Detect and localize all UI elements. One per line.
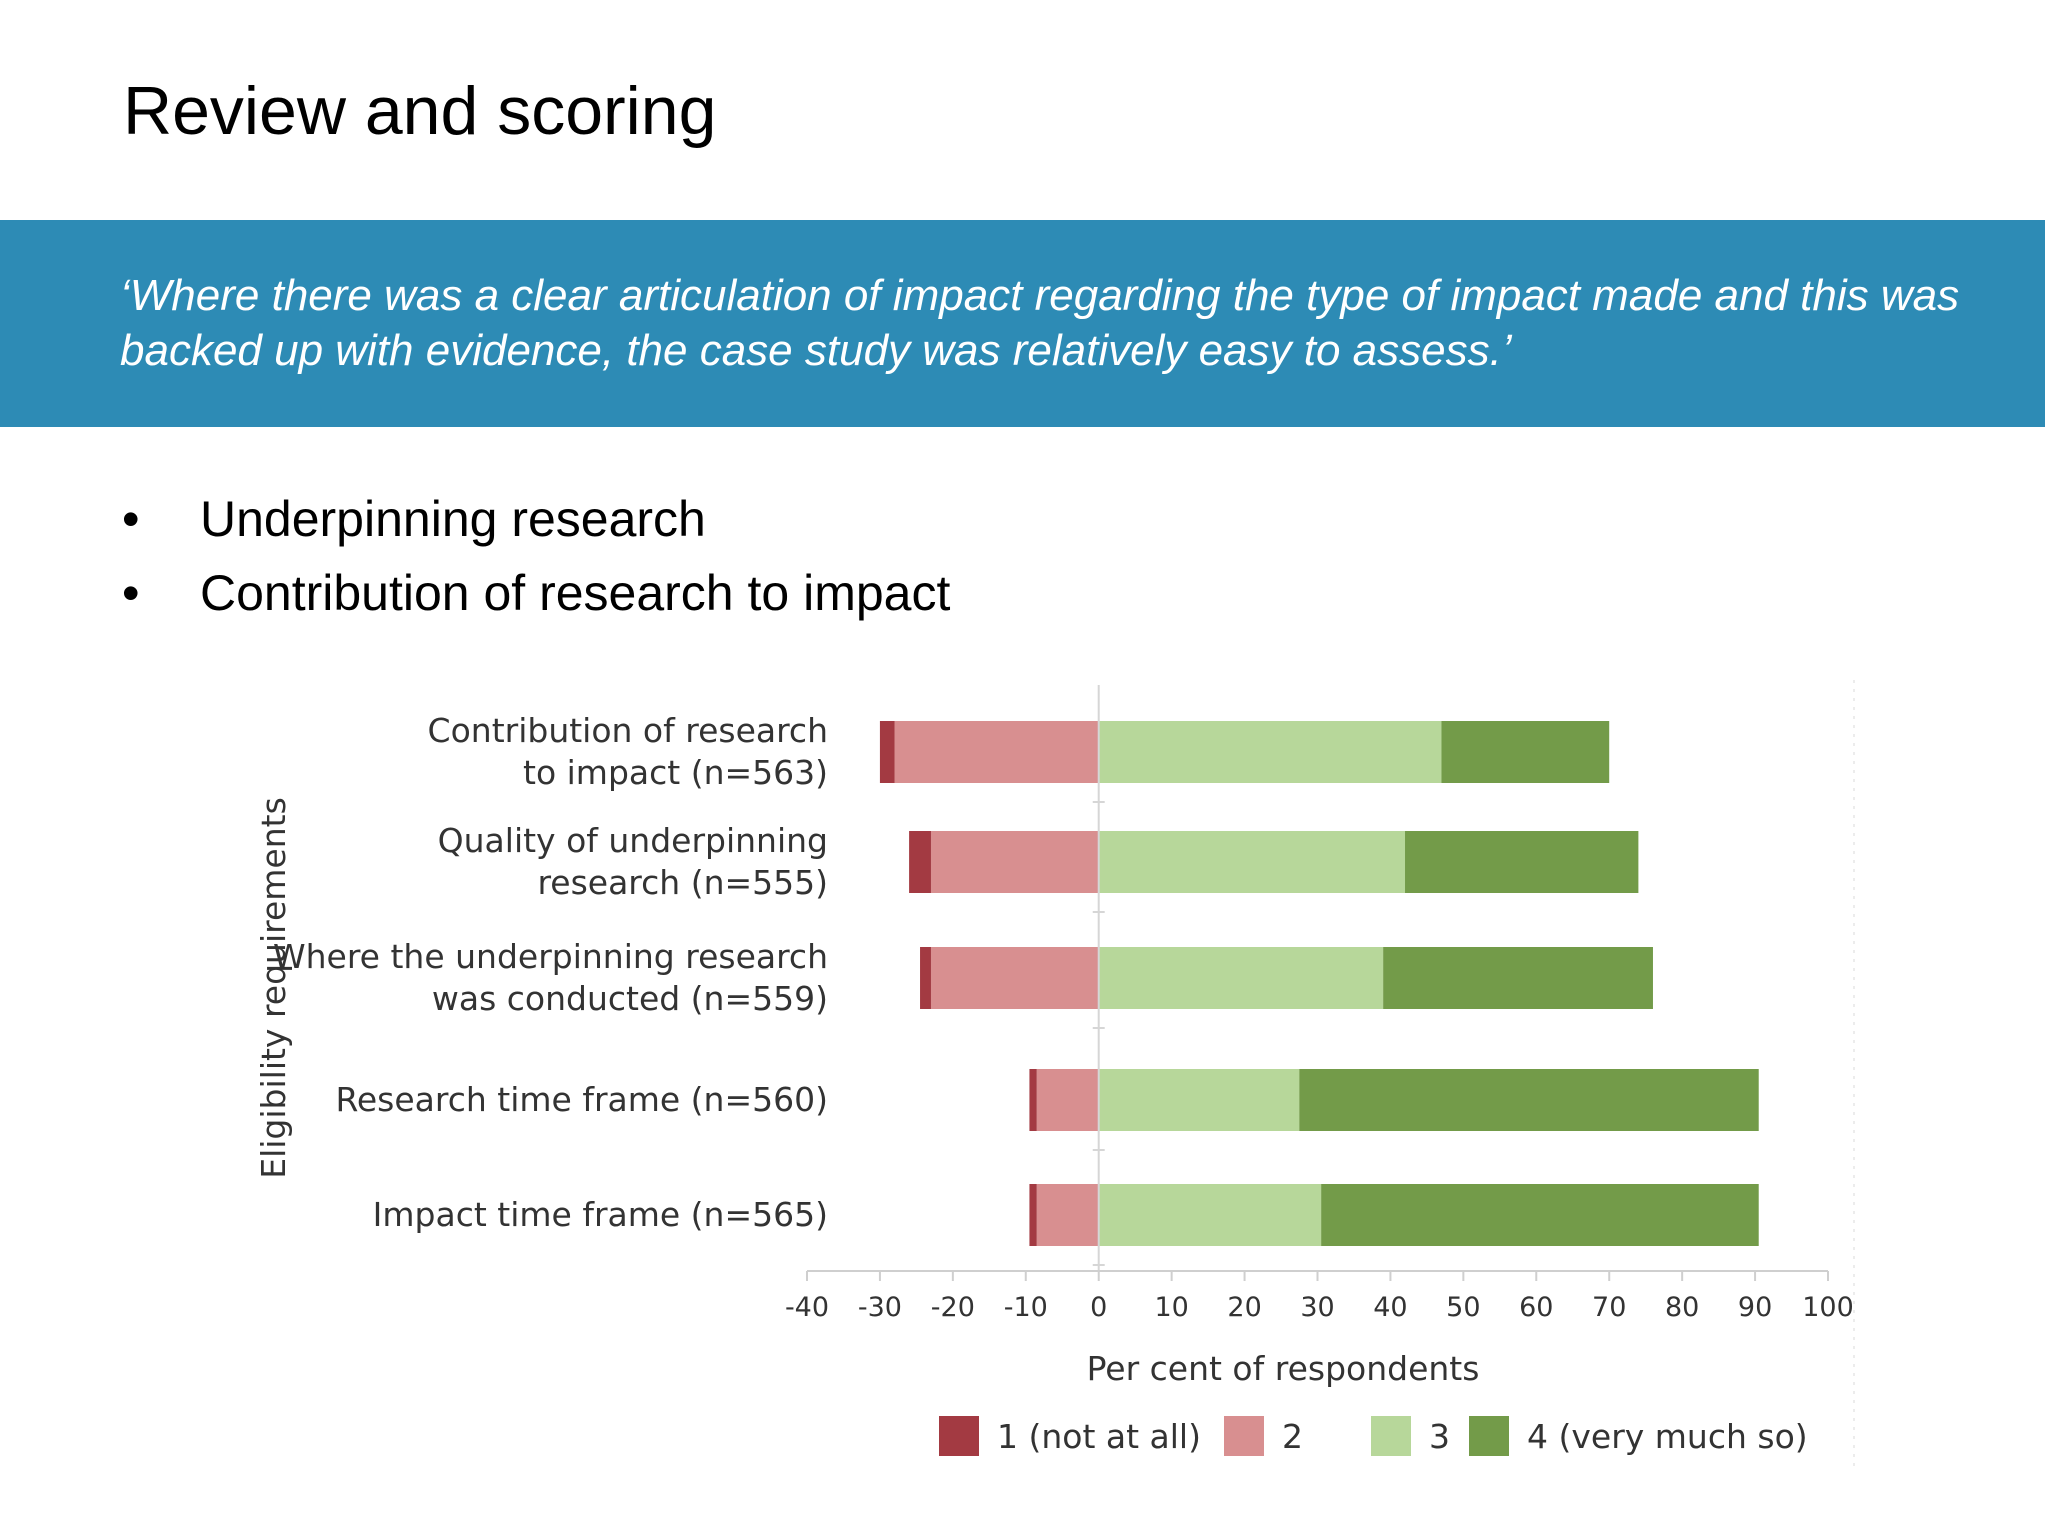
bar-segment [1098, 831, 1406, 893]
category-label: Where the underpinning research [273, 937, 828, 976]
category-label: was conducted (n=559) [432, 979, 828, 1018]
category-label: Research time frame (n=560) [335, 1080, 828, 1119]
x-tick-label: 10 [1154, 1292, 1188, 1323]
bar-segment [1321, 1184, 1759, 1246]
category-label: Impact time frame (n=565) [373, 1195, 828, 1234]
legend-label: 3 [1429, 1417, 1450, 1456]
bar-segment [1098, 947, 1384, 1009]
bar-segment [1098, 1184, 1322, 1246]
bullet-text: Contribution of research to impact [200, 565, 951, 621]
x-tick-label: -30 [858, 1292, 902, 1323]
bar-segment [879, 721, 895, 783]
bar-segment [1036, 1069, 1099, 1131]
bar-segment [1405, 831, 1639, 893]
x-tick-label: 80 [1665, 1292, 1699, 1323]
x-axis-label: Per cent of respondents [1087, 1349, 1480, 1388]
x-tick-label: 30 [1300, 1292, 1334, 1323]
legend-label: 2 [1282, 1417, 1303, 1456]
bar-segment [909, 831, 931, 893]
x-tick-label: 100 [1802, 1292, 1854, 1323]
category-label: Quality of underpinning [438, 821, 828, 860]
category-label: Contribution of research [428, 711, 828, 750]
bullet-item: • Underpinning research [122, 490, 706, 548]
bullet-text: Underpinning research [200, 491, 706, 547]
bar-segment [1036, 1184, 1099, 1246]
x-tick-label: 20 [1227, 1292, 1261, 1323]
x-tick-label: 60 [1519, 1292, 1553, 1323]
quote-text: ‘Where there was a clear articulation of… [120, 271, 1960, 375]
legend-swatch [939, 1416, 979, 1456]
x-tick-label: 0 [1090, 1292, 1107, 1323]
bar-segment [1383, 947, 1653, 1009]
slide-title: Review and scoring [123, 73, 717, 149]
bullet-dot: • [122, 491, 140, 547]
quote-banner [0, 220, 2045, 427]
legend-swatch [1224, 1416, 1264, 1456]
bar-segment [1441, 721, 1610, 783]
legend-label: 4 (very much so) [1527, 1417, 1808, 1456]
bar-segment [1299, 1069, 1759, 1131]
x-tick-label: -20 [931, 1292, 975, 1323]
x-tick-label: -40 [785, 1292, 829, 1323]
bar-segment [920, 947, 931, 1009]
bar-segment [894, 721, 1099, 783]
x-tick-label: 40 [1373, 1292, 1407, 1323]
bar-segment [930, 947, 1099, 1009]
legend-swatch [1371, 1416, 1411, 1456]
bar-segment [930, 831, 1099, 893]
x-tick-label: 70 [1592, 1292, 1626, 1323]
legend-swatch [1469, 1416, 1509, 1456]
category-label: research (n=555) [537, 863, 828, 902]
bullet-dot: • [122, 565, 140, 621]
x-tick-label: 90 [1738, 1292, 1772, 1323]
legend-label: 1 (not at all) [997, 1417, 1201, 1456]
bullet-item: • Contribution of research to impact [122, 564, 950, 622]
x-tick-label: 50 [1446, 1292, 1480, 1323]
category-label: to impact (n=563) [523, 753, 828, 792]
bar-segment [1029, 1069, 1037, 1131]
y-axis-label: Eligibility requirements [254, 797, 293, 1179]
x-tick-label: -10 [1004, 1292, 1048, 1323]
bar-segment [1029, 1184, 1037, 1246]
bar-segment [1098, 1069, 1300, 1131]
bar-segment [1098, 721, 1442, 783]
